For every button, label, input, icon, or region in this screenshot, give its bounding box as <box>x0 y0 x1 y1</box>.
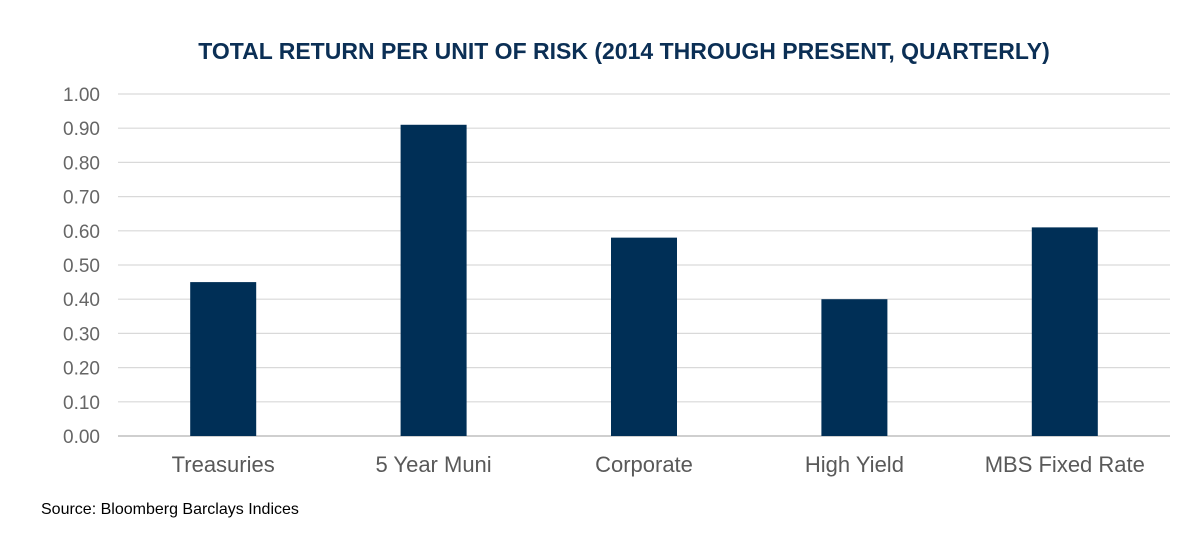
y-tick-label: 0.10 <box>63 393 100 414</box>
bar-treasuries <box>190 282 257 436</box>
bar-corporate <box>611 237 677 436</box>
bar-5-year-muni <box>400 124 467 436</box>
category-label: Corporate <box>595 452 693 477</box>
y-tick-label: 0.70 <box>63 188 100 209</box>
y-tick-label: 0.40 <box>63 290 100 311</box>
y-tick-label: 0.60 <box>63 222 100 243</box>
bar-mbs-fixed-rate <box>1031 227 1098 436</box>
category-label: MBS Fixed Rate <box>985 452 1145 477</box>
x-axis-labels: Treasuries 5 Year Muni Corporate High Yield… <box>172 452 1145 477</box>
y-tick-label: 0.20 <box>63 359 100 380</box>
source-note: Source: Bloomberg Barclays Indices <box>41 501 299 518</box>
chart-title: TOTAL RETURN PER UNIT OF RISK (2014 THRO… <box>198 38 1050 64</box>
y-axis-ticks: 0.00 0.10 0.20 0.30 0.40 0.50 0.60 0.70 0.80 0.90… <box>63 85 100 448</box>
y-tick-label: 1.00 <box>63 85 100 106</box>
bar-high-yield <box>821 299 888 436</box>
category-label: 5 Year Muni <box>375 452 491 477</box>
y-tick-label: 0.90 <box>63 119 100 140</box>
y-tick-label: 0.00 <box>63 427 100 448</box>
y-tick-label: 0.30 <box>63 324 100 345</box>
y-tick-label: 0.50 <box>63 256 100 277</box>
category-label: Treasuries <box>172 452 275 477</box>
y-tick-label: 0.80 <box>63 153 100 174</box>
category-label: High Yield <box>805 452 904 477</box>
bars <box>190 124 1098 436</box>
